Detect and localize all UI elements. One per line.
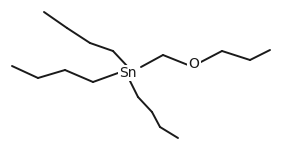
Text: Sn: Sn [119,66,137,80]
Text: O: O [189,57,199,71]
